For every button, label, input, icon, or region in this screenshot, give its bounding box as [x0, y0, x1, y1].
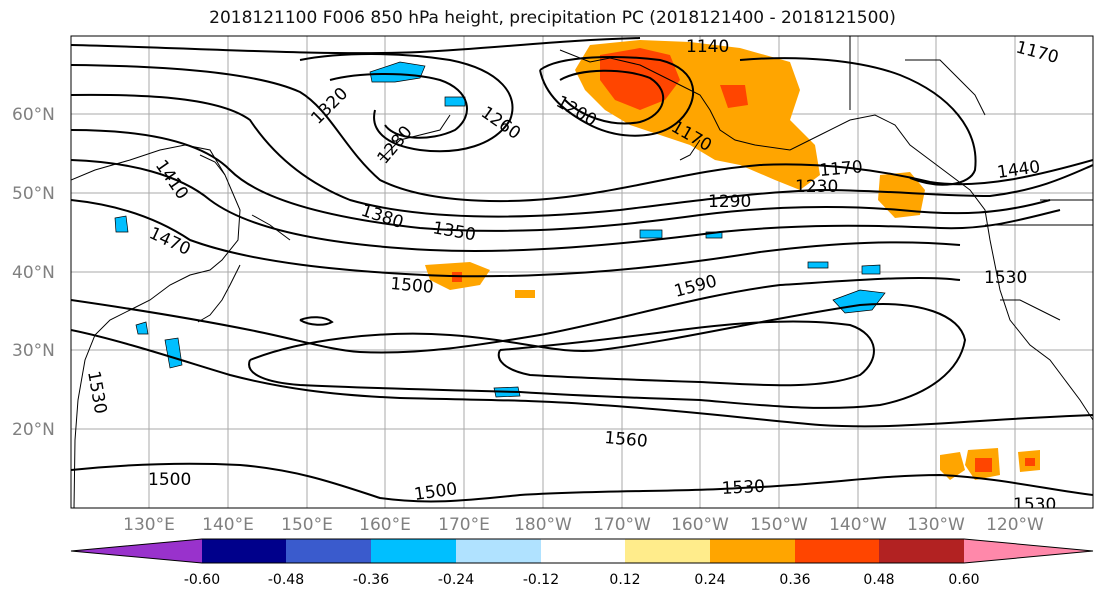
lon-label: 160°W: [671, 515, 729, 535]
contour-label: 1500: [148, 470, 191, 490]
height-contours: [71, 37, 1093, 503]
coastlines: [71, 36, 1093, 508]
lon-label: 130°E: [123, 515, 175, 535]
longitude-labels: 130°E 140°E 150°E 160°E 170°E 180°W 170°…: [123, 515, 1044, 535]
colorbar-bin: [795, 539, 879, 563]
lon-label: 170°E: [438, 515, 490, 535]
colorbar-tick: 0.36: [779, 572, 810, 588]
contour-label: 1530: [984, 268, 1027, 288]
lon-label: 180°W: [514, 515, 572, 535]
colorbar-bin: [371, 539, 456, 563]
contour-label: 1170: [819, 157, 864, 181]
colorbar-bin: [202, 539, 286, 563]
colorbar-extend-low: [71, 539, 202, 563]
map-title: 2018121100 F006 850 hPa height, precipit…: [209, 8, 896, 28]
colorbar-tick: 0.24: [694, 572, 725, 588]
lat-label: 50°N: [12, 184, 55, 204]
colorbar-tick: -0.36: [353, 572, 389, 588]
lon-label: 140°E: [202, 515, 254, 535]
contour-label: 1230: [795, 177, 838, 197]
lon-label: 140°W: [829, 515, 887, 535]
colorbar-outline: [70, 538, 1094, 564]
colorbar-bin: [879, 539, 964, 563]
colorbar-bin: [625, 539, 710, 563]
colorbar-bin: [456, 539, 541, 563]
graticule: [71, 36, 1093, 508]
colorbar-tick: 0.60: [948, 572, 979, 588]
lon-label: 170°W: [593, 515, 651, 535]
colorbar-extend-high: [964, 539, 1093, 563]
lat-label: 60°N: [12, 105, 55, 125]
lat-label: 40°N: [12, 263, 55, 283]
colorbar-tick: -0.48: [268, 572, 304, 588]
precip-negative-shading: [114, 61, 886, 398]
contour-label: 1530: [721, 477, 765, 499]
lon-label: 130°W: [907, 515, 965, 535]
contour-label: 1530: [1013, 495, 1056, 515]
contour-label: 1500: [390, 274, 435, 298]
colorbar: -0.60 -0.48 -0.36 -0.24 -0.12 0.12 0.24 …: [70, 538, 1094, 588]
lat-label: 30°N: [12, 341, 55, 361]
contour-label: 1140: [686, 37, 729, 57]
lat-label: 20°N: [12, 420, 55, 440]
colorbar-tick: -0.12: [523, 572, 559, 588]
lon-label: 120°W: [986, 515, 1044, 535]
colorbar-bin: [710, 539, 795, 563]
lon-label: 150°W: [750, 515, 808, 535]
contour-label: 1290: [708, 192, 751, 212]
contour-label: 1560: [604, 428, 649, 452]
map-border: [70, 35, 1094, 509]
latitude-labels: 60°N 50°N 40°N 30°N 20°N: [12, 105, 55, 440]
precip-positive-shading: [425, 40, 1040, 480]
colorbar-bin: [286, 539, 371, 563]
colorbar-tick: -0.24: [438, 572, 474, 588]
colorbar-tick: 0.12: [609, 572, 640, 588]
colorbar-tick: 0.48: [863, 572, 894, 588]
lon-label: 160°E: [359, 515, 411, 535]
colorbar-bin: [541, 539, 625, 563]
colorbar-tick: -0.60: [184, 572, 220, 588]
lon-label: 150°E: [281, 515, 333, 535]
